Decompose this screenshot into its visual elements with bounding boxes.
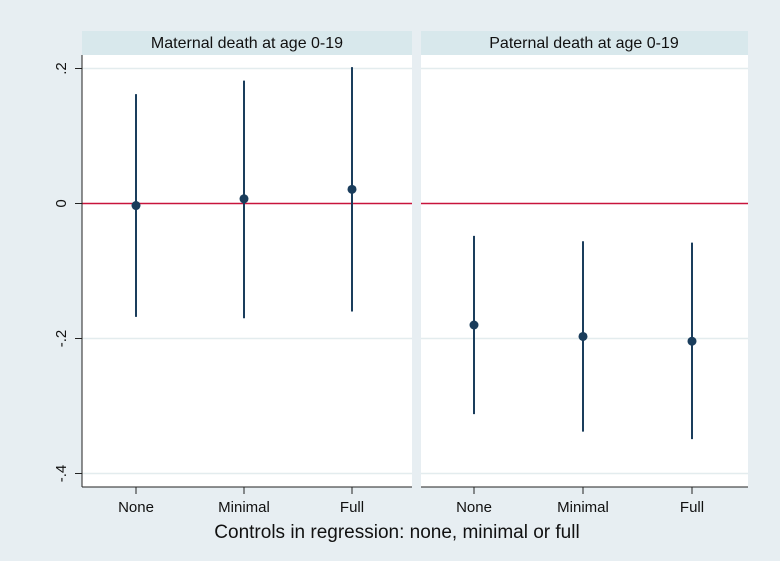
point-estimate-full bbox=[347, 184, 357, 194]
x-tick-label-full: Full bbox=[680, 499, 704, 516]
gridlines bbox=[82, 67, 412, 475]
y-tick-label: -.4 bbox=[53, 465, 70, 483]
x-axis: None Minimal Full bbox=[456, 487, 704, 516]
point-estimate-none bbox=[131, 201, 141, 211]
y-tick-label: 0 bbox=[53, 199, 70, 207]
panel-strip bbox=[82, 31, 412, 55]
panel-strip bbox=[421, 31, 748, 55]
x-axis: None Minimal Full bbox=[118, 487, 364, 516]
panel-title: Paternal death at age 0-19 bbox=[489, 35, 679, 52]
point-estimate-none bbox=[469, 320, 479, 330]
plot-area bbox=[82, 55, 412, 487]
x-tick-label-none: None bbox=[456, 499, 492, 516]
y-tick-label: .2 bbox=[53, 62, 70, 75]
point-estimate-minimal bbox=[578, 331, 588, 341]
x-tick-label-full: Full bbox=[340, 499, 364, 516]
y-axis: .2 0 -.2 -.4 bbox=[53, 62, 82, 482]
y-tick-label: -.2 bbox=[53, 330, 70, 348]
x-axis-title: Controls in regression: none, minimal or… bbox=[214, 522, 579, 543]
panel-paternal: Paternal death at age 0-19 None Minimal … bbox=[421, 31, 748, 516]
x-tick-label-minimal: Minimal bbox=[557, 499, 609, 516]
x-tick-label-minimal: Minimal bbox=[218, 499, 270, 516]
data-points bbox=[469, 235, 697, 440]
point-estimate-full bbox=[687, 336, 697, 346]
x-tick-label-none: None bbox=[118, 499, 154, 516]
panel-title: Maternal death at age 0-19 bbox=[151, 35, 343, 52]
data-points bbox=[131, 67, 357, 319]
panel-maternal: Maternal death at age 0-19 .2 0 -.2 -.4 Non… bbox=[53, 31, 412, 516]
point-estimate-minimal bbox=[239, 194, 249, 204]
plot-area bbox=[421, 55, 748, 487]
